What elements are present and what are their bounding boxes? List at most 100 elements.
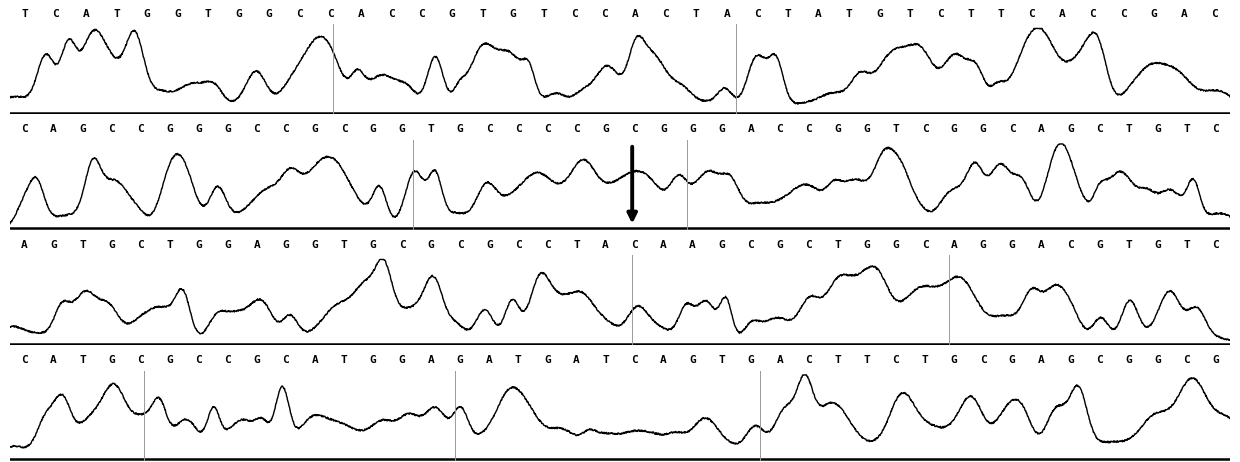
Text: T: T [998, 9, 1004, 19]
Text: T: T [79, 240, 86, 250]
Text: T: T [893, 124, 899, 134]
Text: A: A [776, 355, 784, 365]
Text: C: C [776, 124, 784, 134]
Text: C: C [806, 124, 812, 134]
Text: T: T [1125, 124, 1132, 134]
Text: C: C [327, 9, 334, 19]
Text: G: G [370, 124, 377, 134]
Text: G: G [108, 240, 115, 250]
Text: C: C [52, 9, 60, 19]
Text: C: C [631, 240, 637, 250]
Text: T: T [967, 9, 975, 19]
Text: C: C [515, 240, 522, 250]
Text: T: T [906, 9, 913, 19]
Text: G: G [1066, 124, 1074, 134]
Text: T: T [166, 240, 174, 250]
Text: G: G [311, 240, 319, 250]
Text: G: G [253, 355, 260, 365]
Text: T: T [846, 9, 852, 19]
Text: G: G [486, 240, 492, 250]
Text: A: A [50, 355, 57, 365]
Text: C: C [486, 124, 492, 134]
Text: G: G [449, 9, 455, 19]
Text: C: C [631, 124, 637, 134]
Text: A: A [486, 355, 492, 365]
Text: T: T [113, 9, 120, 19]
Text: C: C [1009, 124, 1016, 134]
Text: T: T [573, 240, 580, 250]
Text: T: T [1125, 240, 1132, 250]
Text: C: C [921, 240, 929, 250]
Text: G: G [456, 124, 464, 134]
Text: A: A [951, 240, 957, 250]
Text: C: C [296, 9, 303, 19]
Text: G: G [370, 240, 377, 250]
Text: C: C [544, 240, 551, 250]
Text: C: C [456, 240, 464, 250]
Text: C: C [980, 355, 987, 365]
Text: C: C [21, 124, 27, 134]
Text: G: G [196, 240, 202, 250]
Text: G: G [428, 240, 434, 250]
Text: A: A [1038, 355, 1044, 365]
Text: C: C [1028, 9, 1035, 19]
Text: T: T [785, 9, 791, 19]
Text: C: C [806, 240, 812, 250]
Text: G: G [399, 355, 405, 365]
Text: G: G [1213, 355, 1219, 365]
Text: T: T [480, 9, 486, 19]
Text: C: C [1090, 9, 1096, 19]
Text: G: G [50, 240, 57, 250]
Text: G: G [1009, 240, 1016, 250]
Text: G: G [1066, 355, 1074, 365]
Text: G: G [544, 355, 551, 365]
Text: G: G [718, 124, 725, 134]
Text: G: G [175, 9, 181, 19]
Text: G: G [660, 124, 667, 134]
Text: C: C [388, 9, 394, 19]
Text: C: C [1183, 355, 1190, 365]
Text: T: T [835, 240, 841, 250]
Text: G: G [265, 9, 273, 19]
Text: G: G [311, 124, 319, 134]
Text: G: G [689, 355, 696, 365]
Text: C: C [754, 9, 760, 19]
Text: T: T [79, 355, 86, 365]
Text: A: A [83, 9, 89, 19]
Text: G: G [166, 355, 174, 365]
Text: T: T [341, 355, 347, 365]
Text: A: A [815, 9, 822, 19]
Text: C: C [1096, 124, 1102, 134]
Text: A: A [603, 240, 609, 250]
Text: C: C [806, 355, 812, 365]
Text: A: A [1059, 9, 1065, 19]
Text: A: A [357, 9, 365, 19]
Text: C: C [1211, 9, 1218, 19]
Text: A: A [21, 240, 27, 250]
Text: C: C [224, 355, 231, 365]
Text: A: A [660, 240, 667, 250]
Text: G: G [748, 355, 754, 365]
Text: T: T [718, 355, 725, 365]
Text: G: G [456, 355, 464, 365]
Text: A: A [573, 355, 580, 365]
Text: C: C [1213, 124, 1219, 134]
Text: G: G [689, 124, 696, 134]
Text: A: A [1038, 240, 1044, 250]
Text: T: T [515, 355, 522, 365]
Text: T: T [428, 124, 434, 134]
Text: G: G [1154, 124, 1161, 134]
Text: C: C [748, 240, 754, 250]
Text: G: G [776, 240, 784, 250]
Text: G: G [1154, 240, 1161, 250]
Text: A: A [689, 240, 696, 250]
Text: C: C [921, 124, 929, 134]
Text: T: T [205, 9, 212, 19]
Text: G: G [1009, 355, 1016, 365]
Text: C: C [253, 124, 260, 134]
Text: G: G [863, 240, 870, 250]
Text: C: C [544, 124, 551, 134]
Text: T: T [863, 355, 870, 365]
Text: T: T [1183, 124, 1190, 134]
Text: A: A [748, 124, 754, 134]
